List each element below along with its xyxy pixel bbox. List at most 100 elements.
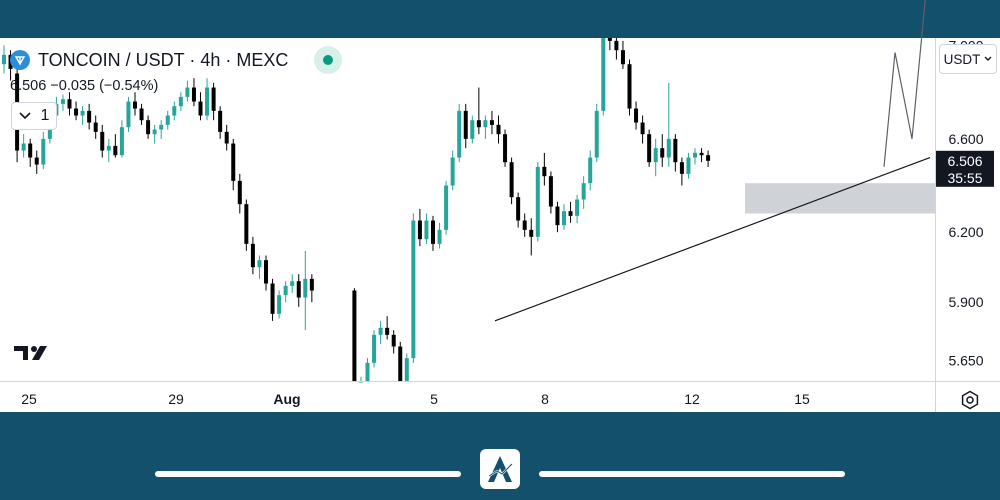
market-status-icon[interactable] <box>314 46 343 74</box>
candle[interactable] <box>535 162 540 242</box>
candle[interactable] <box>522 213 527 237</box>
candle[interactable] <box>607 38 612 51</box>
candle[interactable] <box>555 201 560 233</box>
candle[interactable] <box>224 124 229 151</box>
candle[interactable] <box>457 103 462 163</box>
candle[interactable] <box>237 173 242 214</box>
candle[interactable] <box>503 129 508 167</box>
candle[interactable] <box>67 92 72 116</box>
candle[interactable] <box>146 115 151 139</box>
candle[interactable] <box>290 274 295 293</box>
candle[interactable] <box>250 236 255 275</box>
candle[interactable] <box>562 204 566 230</box>
candle[interactable] <box>2 45 6 74</box>
candle[interactable] <box>640 115 645 144</box>
candle[interactable] <box>119 120 124 158</box>
candle[interactable] <box>516 192 521 228</box>
candle[interactable] <box>568 201 573 223</box>
candle[interactable] <box>257 255 262 279</box>
candle[interactable] <box>489 110 494 135</box>
candle[interactable] <box>133 92 137 116</box>
candle[interactable] <box>41 131 46 170</box>
candle[interactable] <box>80 106 85 125</box>
candle[interactable] <box>277 290 282 319</box>
candle[interactable] <box>398 341 403 381</box>
candle[interactable] <box>483 115 488 139</box>
candle[interactable] <box>575 194 580 223</box>
candle[interactable] <box>706 150 711 167</box>
candle[interactable] <box>548 171 553 214</box>
candle[interactable] <box>404 353 409 381</box>
candle[interactable] <box>152 124 157 144</box>
chart-settings-button[interactable] <box>958 388 982 412</box>
candle[interactable] <box>634 101 639 130</box>
candle[interactable] <box>165 110 170 130</box>
candle[interactable] <box>211 82 216 121</box>
candle[interactable] <box>594 103 599 163</box>
candle[interactable] <box>496 115 501 144</box>
candle[interactable] <box>100 124 105 158</box>
candle[interactable] <box>653 138 658 177</box>
candle[interactable] <box>444 180 449 235</box>
candle[interactable] <box>411 213 416 363</box>
candle[interactable] <box>218 106 223 139</box>
candle[interactable] <box>283 281 288 303</box>
candle[interactable] <box>509 157 514 205</box>
candle[interactable] <box>476 87 481 135</box>
candle[interactable] <box>244 199 249 251</box>
candle[interactable] <box>87 103 92 130</box>
candle[interactable] <box>437 222 442 249</box>
candle[interactable] <box>113 134 118 158</box>
candle[interactable] <box>34 150 39 174</box>
candle[interactable] <box>614 38 619 60</box>
candle[interactable] <box>365 358 370 381</box>
candle[interactable] <box>470 115 475 144</box>
candle[interactable] <box>647 129 652 167</box>
candle[interactable] <box>74 101 79 121</box>
candle[interactable] <box>264 255 268 291</box>
candle[interactable] <box>679 157 684 186</box>
tradingview-logo[interactable] <box>14 343 54 368</box>
candle[interactable] <box>431 215 435 251</box>
candle[interactable] <box>106 138 111 163</box>
candle[interactable] <box>352 288 357 381</box>
candle[interactable] <box>198 92 203 121</box>
candle[interactable] <box>126 96 131 132</box>
candle[interactable] <box>296 274 301 307</box>
candle[interactable] <box>463 103 468 149</box>
candle[interactable] <box>372 330 377 368</box>
candle[interactable] <box>172 101 177 121</box>
candle[interactable] <box>93 115 98 139</box>
candle[interactable] <box>588 150 593 191</box>
candle[interactable] <box>666 82 671 167</box>
candle[interactable] <box>139 103 144 125</box>
candle[interactable] <box>627 59 632 116</box>
candle[interactable] <box>660 134 665 167</box>
candle[interactable] <box>581 176 586 209</box>
candle[interactable] <box>28 138 33 167</box>
candle[interactable] <box>309 274 314 303</box>
candle[interactable] <box>303 250 308 331</box>
candle[interactable] <box>620 40 625 69</box>
candle[interactable] <box>231 138 236 191</box>
candle[interactable] <box>159 120 164 139</box>
currency-select[interactable]: USDT <box>939 44 997 74</box>
candle[interactable] <box>450 150 455 191</box>
candle[interactable] <box>542 152 547 186</box>
candle[interactable] <box>378 320 383 345</box>
candle[interactable] <box>417 208 422 247</box>
candle[interactable] <box>699 148 704 163</box>
candle[interactable] <box>178 92 183 111</box>
candle[interactable] <box>60 94 65 111</box>
candle[interactable] <box>191 78 196 107</box>
collapse-indicators-button[interactable]: 1 <box>11 102 57 130</box>
candle[interactable] <box>424 213 429 244</box>
candle[interactable] <box>185 80 190 102</box>
candle[interactable] <box>673 134 678 172</box>
candle[interactable] <box>21 134 26 158</box>
candle[interactable] <box>529 218 534 256</box>
symbol-title[interactable]: TONCOIN / USDT · 4h · MEXC <box>38 49 289 70</box>
candle[interactable] <box>385 316 390 340</box>
candle[interactable] <box>391 330 396 354</box>
candle[interactable] <box>686 152 691 179</box>
